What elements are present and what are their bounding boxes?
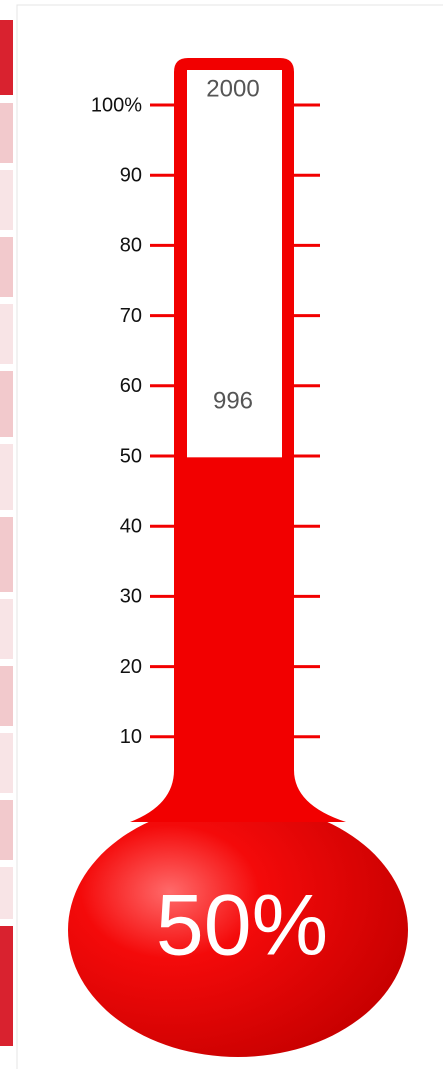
percent-label: 50% (156, 878, 328, 974)
value-label: 996 (213, 387, 253, 414)
thermometer: 10 20 30 40 50 60 70 80 90 100% 2000 996 50% (68, 58, 408, 1057)
y-tick-label: 100% (91, 94, 142, 116)
y-tick-label: 40 (120, 515, 142, 537)
y-tick-label: 20 (120, 656, 142, 678)
y-tick-label: 10 (120, 726, 142, 748)
y-tick-label: 70 (120, 305, 142, 327)
y-tick-label: 90 (120, 164, 142, 186)
page: 10 20 30 40 50 60 70 80 90 100% 2000 996 50% (0, 0, 443, 1069)
side-strip (0, 20, 13, 1046)
fill-level (187, 457, 282, 790)
y-tick-label: 80 (120, 235, 142, 257)
goal-label: 2000 (206, 75, 259, 102)
y-tick-label: 60 (120, 375, 142, 397)
y-tick-label: 30 (120, 586, 142, 608)
y-tick-label: 50 (120, 445, 142, 467)
